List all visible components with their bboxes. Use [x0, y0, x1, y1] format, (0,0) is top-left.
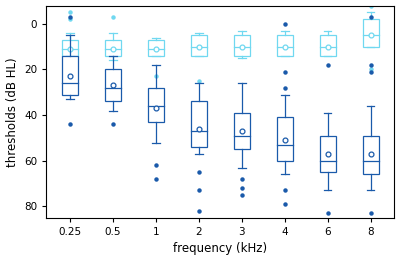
Bar — [148, 40, 164, 56]
Bar — [234, 113, 250, 149]
X-axis label: frequency (kHz): frequency (kHz) — [173, 242, 268, 256]
Bar — [320, 136, 336, 172]
Bar — [363, 136, 379, 175]
Bar — [105, 40, 121, 56]
Bar — [105, 69, 121, 102]
Y-axis label: thresholds (dB HL): thresholds (dB HL) — [6, 57, 18, 167]
Bar — [191, 35, 207, 56]
Bar — [363, 19, 379, 47]
Bar — [320, 35, 336, 56]
Bar — [191, 102, 207, 147]
Bar — [148, 88, 164, 122]
Bar — [234, 35, 250, 56]
Bar — [277, 117, 293, 161]
Bar — [62, 56, 78, 94]
Bar — [277, 35, 293, 56]
Bar — [62, 40, 78, 56]
